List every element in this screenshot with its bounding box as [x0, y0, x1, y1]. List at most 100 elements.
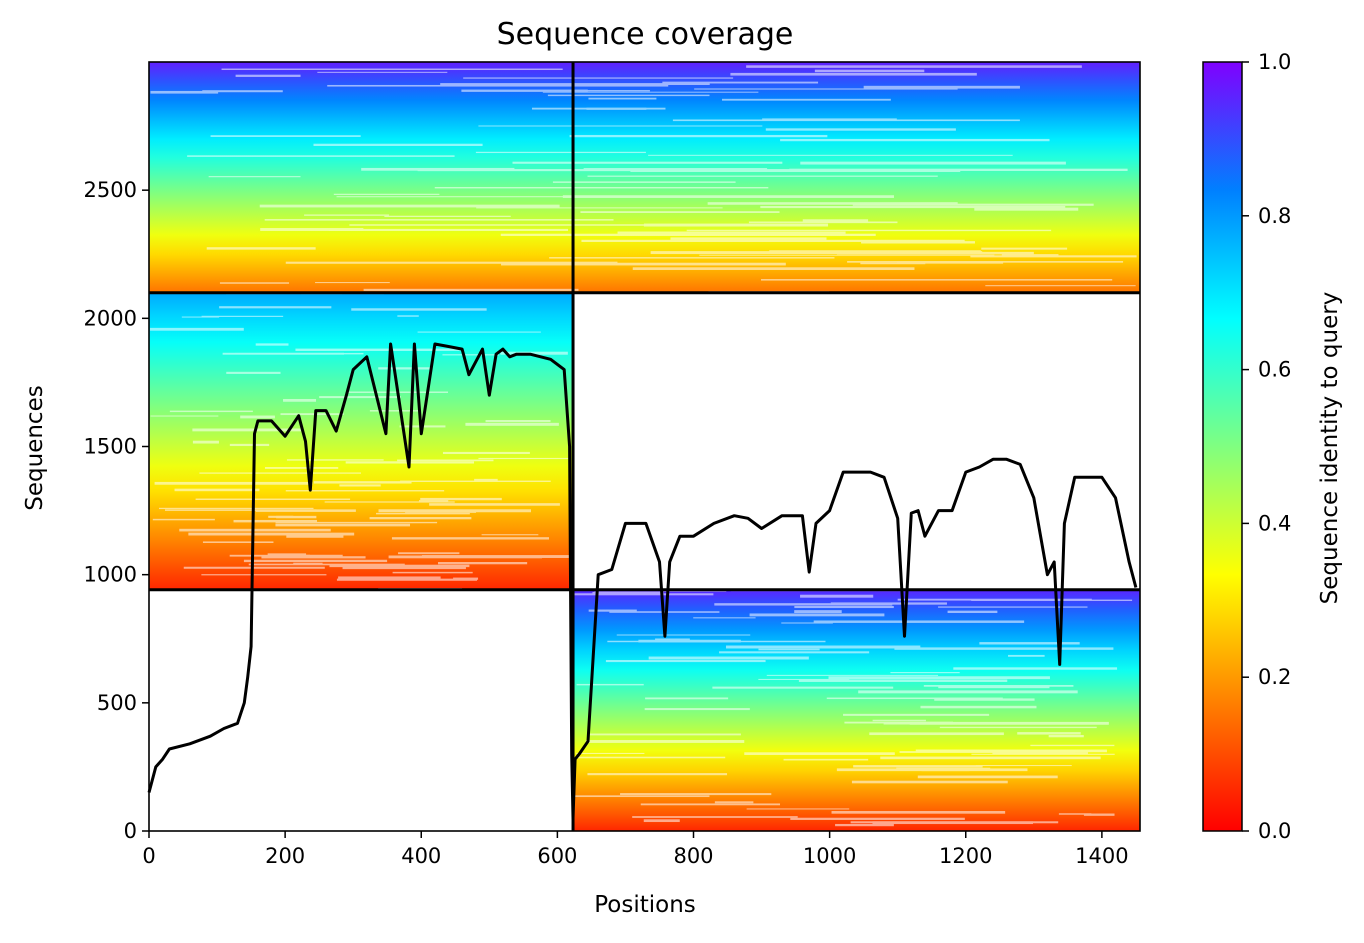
gap-line — [476, 207, 723, 209]
gap-line — [730, 72, 977, 76]
gap-line — [229, 443, 270, 447]
gap-line — [847, 261, 1124, 263]
gap-line — [391, 537, 550, 540]
gap-line — [670, 237, 827, 240]
gap-line — [800, 161, 1066, 165]
gap-line — [569, 134, 828, 138]
gap-line — [643, 223, 829, 227]
gap-line — [531, 107, 666, 110]
gap-line — [202, 541, 274, 544]
gap-line — [765, 128, 956, 131]
gap-line — [285, 261, 618, 264]
gap-line — [758, 648, 820, 651]
colorbar: 0.0 0.2 0.4 0.6 0.8 1.0 — [1202, 50, 1291, 843]
gap-line — [769, 250, 981, 253]
gap-line — [264, 219, 614, 221]
gap-line — [644, 708, 750, 711]
gap-line — [574, 795, 710, 798]
gap-line — [894, 647, 1114, 650]
gap-line — [313, 143, 483, 146]
gap-line — [780, 138, 1050, 142]
gap-line — [376, 512, 470, 515]
gap-line — [686, 229, 1052, 232]
gap-line — [154, 481, 313, 485]
gap-line — [152, 518, 215, 521]
gap-line — [953, 667, 1118, 670]
gap-line — [938, 685, 1050, 689]
gap-line — [1008, 654, 1045, 657]
gap-line — [280, 413, 344, 416]
gap-line — [580, 211, 780, 213]
gap-line — [369, 517, 472, 520]
gap-line — [576, 752, 645, 754]
gap-line — [275, 523, 411, 527]
gap-line — [790, 817, 965, 820]
colorbar-gradient — [1202, 61, 1243, 832]
gap-line — [286, 535, 344, 538]
gap-line — [378, 509, 531, 513]
gap-line — [725, 645, 921, 649]
gap-line — [722, 98, 891, 101]
gap-line — [222, 352, 344, 355]
gap-line — [339, 484, 381, 487]
gap-line — [802, 219, 869, 223]
gap-line — [1058, 813, 1092, 815]
gap-line — [201, 574, 327, 576]
gap-line — [201, 315, 284, 317]
gap-line — [478, 457, 571, 460]
gap-line — [328, 228, 569, 231]
gap-line — [605, 659, 766, 663]
colorbar-label: Sequence identity to query — [1317, 292, 1343, 605]
gap-line — [338, 576, 441, 579]
gap-line — [800, 594, 874, 598]
gap-line — [939, 726, 1097, 729]
gap-line — [758, 678, 850, 680]
gap-line — [333, 193, 440, 195]
gap-line — [853, 765, 983, 768]
gap-line — [275, 521, 438, 524]
gap-line — [255, 343, 289, 346]
gap-line — [826, 697, 1003, 700]
gap-line — [714, 801, 754, 804]
gap-line — [286, 554, 343, 558]
gap-line — [979, 642, 1080, 645]
gap-line — [461, 89, 588, 92]
gap-line — [440, 83, 710, 86]
gap-line — [1001, 254, 1059, 257]
gap-line — [814, 69, 925, 73]
gap-line — [463, 77, 734, 79]
gap-line — [327, 84, 669, 87]
gap-line — [210, 135, 361, 137]
coverage-gaps — [149, 65, 1137, 827]
gap-line — [259, 204, 560, 208]
gap-line — [324, 501, 455, 503]
y-tick-label: 2500 — [84, 178, 137, 202]
gap-line — [694, 88, 958, 90]
gap-line — [844, 721, 953, 724]
gap-line — [766, 674, 939, 676]
gap-line — [648, 656, 809, 660]
gap-line — [828, 676, 1050, 680]
gap-line — [547, 94, 710, 97]
gap-line — [581, 239, 965, 242]
gap-line — [1083, 813, 1115, 816]
gap-line — [500, 233, 876, 236]
gap-line — [342, 566, 466, 570]
gap-line — [981, 247, 1068, 250]
gap-line — [285, 490, 445, 492]
gap-line — [620, 793, 772, 796]
y-tick-label: 2000 — [84, 306, 137, 330]
x-tick-label: 1400 — [1075, 844, 1128, 868]
gap-line — [286, 459, 384, 461]
plot-area — [149, 62, 1140, 831]
gap-line — [707, 202, 958, 205]
gap-line — [573, 593, 714, 596]
gap-line — [512, 161, 783, 164]
gap-line — [199, 472, 361, 474]
gap-line — [192, 428, 302, 432]
gap-line — [858, 690, 1078, 694]
gap-line — [588, 97, 657, 100]
gap-line — [392, 571, 473, 574]
gap-line — [500, 351, 568, 355]
gap-line — [920, 705, 1037, 709]
